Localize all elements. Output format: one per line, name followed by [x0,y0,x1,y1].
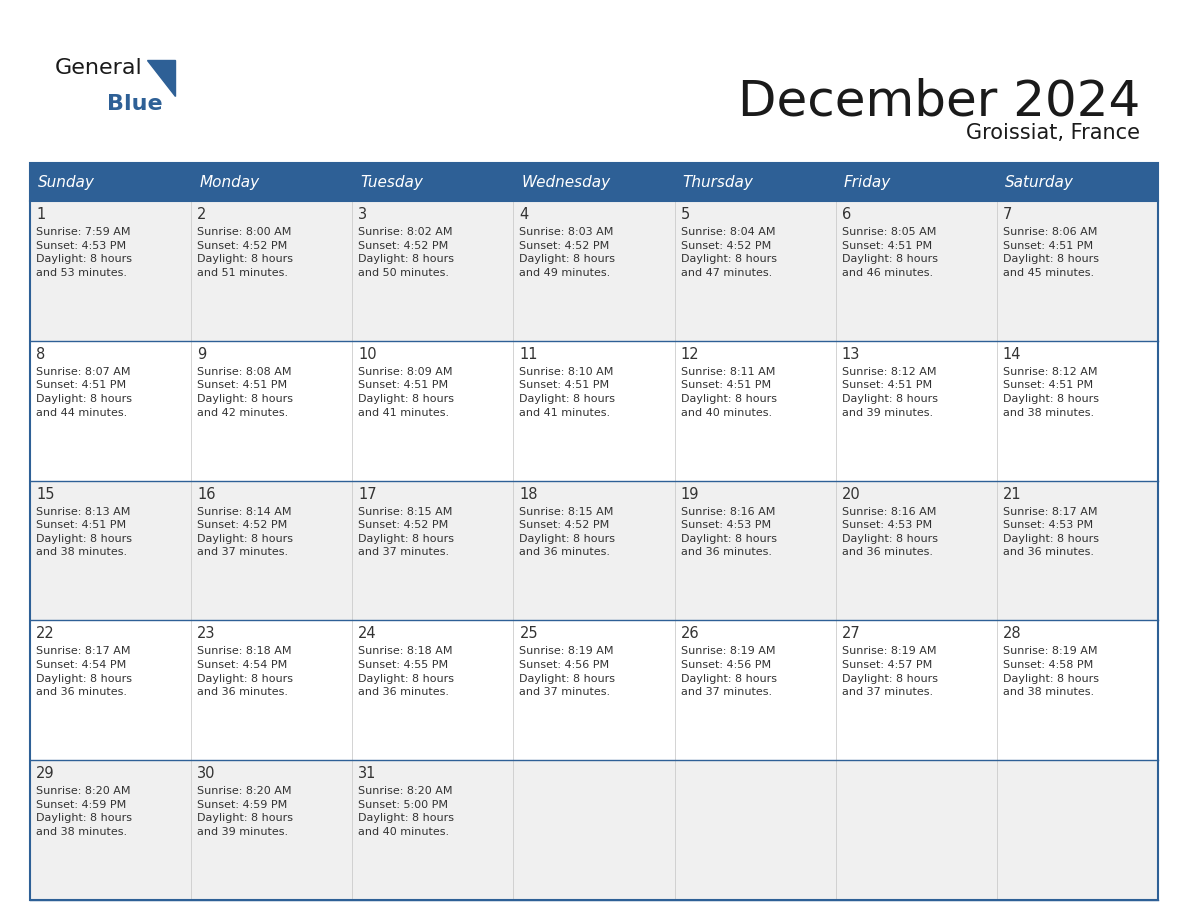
Text: Sunrise: 8:19 AM
Sunset: 4:56 PM
Daylight: 8 hours
and 37 minutes.: Sunrise: 8:19 AM Sunset: 4:56 PM Dayligh… [519,646,615,697]
Text: 18: 18 [519,487,538,501]
Text: 6: 6 [842,207,851,222]
Text: Monday: Monday [200,174,259,189]
Text: 30: 30 [197,767,216,781]
Text: 5: 5 [681,207,690,222]
Text: 20: 20 [842,487,860,501]
Text: 21: 21 [1003,487,1022,501]
Text: 3: 3 [359,207,367,222]
Text: Sunrise: 8:20 AM
Sunset: 4:59 PM
Daylight: 8 hours
and 39 minutes.: Sunrise: 8:20 AM Sunset: 4:59 PM Dayligh… [197,786,293,837]
Text: Sunrise: 8:13 AM
Sunset: 4:51 PM
Daylight: 8 hours
and 38 minutes.: Sunrise: 8:13 AM Sunset: 4:51 PM Dayligh… [36,507,132,557]
Bar [30,760,1158,900]
Text: Wednesday: Wednesday [522,174,611,189]
Text: Sunrise: 8:17 AM
Sunset: 4:53 PM
Daylight: 8 hours
and 36 minutes.: Sunrise: 8:17 AM Sunset: 4:53 PM Dayligh… [1003,507,1099,557]
Text: Sunrise: 8:00 AM
Sunset: 4:52 PM
Daylight: 8 hours
and 51 minutes.: Sunrise: 8:00 AM Sunset: 4:52 PM Dayligh… [197,227,293,278]
Text: Sunrise: 8:07 AM
Sunset: 4:51 PM
Daylight: 8 hours
and 44 minutes.: Sunrise: 8:07 AM Sunset: 4:51 PM Dayligh… [36,367,132,418]
Text: 24: 24 [359,626,377,642]
Text: 10: 10 [359,347,377,362]
Text: Sunrise: 8:10 AM
Sunset: 4:51 PM
Daylight: 8 hours
and 41 minutes.: Sunrise: 8:10 AM Sunset: 4:51 PM Dayligh… [519,367,615,418]
Text: 8: 8 [36,347,45,362]
Text: 15: 15 [36,487,55,501]
Text: Sunrise: 8:12 AM
Sunset: 4:51 PM
Daylight: 8 hours
and 38 minutes.: Sunrise: 8:12 AM Sunset: 4:51 PM Dayligh… [1003,367,1099,418]
Text: 23: 23 [197,626,216,642]
Polygon shape [147,60,175,96]
Text: 29: 29 [36,767,55,781]
Text: Groissiat, France: Groissiat, France [966,123,1140,143]
Text: Sunrise: 8:20 AM
Sunset: 4:59 PM
Daylight: 8 hours
and 38 minutes.: Sunrise: 8:20 AM Sunset: 4:59 PM Dayligh… [36,786,132,837]
Text: Sunrise: 8:16 AM
Sunset: 4:53 PM
Daylight: 8 hours
and 36 minutes.: Sunrise: 8:16 AM Sunset: 4:53 PM Dayligh… [681,507,777,557]
Text: Sunrise: 8:14 AM
Sunset: 4:52 PM
Daylight: 8 hours
and 37 minutes.: Sunrise: 8:14 AM Sunset: 4:52 PM Dayligh… [197,507,293,557]
Bar [30,163,1158,201]
Text: Sunrise: 8:03 AM
Sunset: 4:52 PM
Daylight: 8 hours
and 49 minutes.: Sunrise: 8:03 AM Sunset: 4:52 PM Dayligh… [519,227,615,278]
Text: Sunrise: 8:16 AM
Sunset: 4:53 PM
Daylight: 8 hours
and 36 minutes.: Sunrise: 8:16 AM Sunset: 4:53 PM Dayligh… [842,507,937,557]
Text: Sunrise: 8:18 AM
Sunset: 4:55 PM
Daylight: 8 hours
and 36 minutes.: Sunrise: 8:18 AM Sunset: 4:55 PM Dayligh… [359,646,454,697]
Text: December 2024: December 2024 [738,78,1140,126]
Text: 12: 12 [681,347,700,362]
Text: Sunrise: 8:19 AM
Sunset: 4:57 PM
Daylight: 8 hours
and 37 minutes.: Sunrise: 8:19 AM Sunset: 4:57 PM Dayligh… [842,646,937,697]
Bar [30,481,1158,621]
Text: General: General [55,58,143,78]
Text: Sunrise: 7:59 AM
Sunset: 4:53 PM
Daylight: 8 hours
and 53 minutes.: Sunrise: 7:59 AM Sunset: 4:53 PM Dayligh… [36,227,132,278]
Text: 28: 28 [1003,626,1022,642]
Bar [30,201,1158,341]
Text: Sunrise: 8:04 AM
Sunset: 4:52 PM
Daylight: 8 hours
and 47 minutes.: Sunrise: 8:04 AM Sunset: 4:52 PM Dayligh… [681,227,777,278]
Text: 19: 19 [681,487,699,501]
Text: Thursday: Thursday [683,174,753,189]
Text: Sunrise: 8:05 AM
Sunset: 4:51 PM
Daylight: 8 hours
and 46 minutes.: Sunrise: 8:05 AM Sunset: 4:51 PM Dayligh… [842,227,937,278]
Text: Sunrise: 8:09 AM
Sunset: 4:51 PM
Daylight: 8 hours
and 41 minutes.: Sunrise: 8:09 AM Sunset: 4:51 PM Dayligh… [359,367,454,418]
Text: Sunrise: 8:02 AM
Sunset: 4:52 PM
Daylight: 8 hours
and 50 minutes.: Sunrise: 8:02 AM Sunset: 4:52 PM Dayligh… [359,227,454,278]
Text: 27: 27 [842,626,860,642]
Text: Sunrise: 8:19 AM
Sunset: 4:56 PM
Daylight: 8 hours
and 37 minutes.: Sunrise: 8:19 AM Sunset: 4:56 PM Dayligh… [681,646,777,697]
Text: Sunrise: 8:15 AM
Sunset: 4:52 PM
Daylight: 8 hours
and 37 minutes.: Sunrise: 8:15 AM Sunset: 4:52 PM Dayligh… [359,507,454,557]
Text: 11: 11 [519,347,538,362]
Text: Sunday: Sunday [38,174,95,189]
Text: 13: 13 [842,347,860,362]
Text: 17: 17 [359,487,377,501]
Bar [30,163,1158,900]
Text: Sunrise: 8:11 AM
Sunset: 4:51 PM
Daylight: 8 hours
and 40 minutes.: Sunrise: 8:11 AM Sunset: 4:51 PM Dayligh… [681,367,777,418]
Text: Sunrise: 8:08 AM
Sunset: 4:51 PM
Daylight: 8 hours
and 42 minutes.: Sunrise: 8:08 AM Sunset: 4:51 PM Dayligh… [197,367,293,418]
Text: Sunrise: 8:17 AM
Sunset: 4:54 PM
Daylight: 8 hours
and 36 minutes.: Sunrise: 8:17 AM Sunset: 4:54 PM Dayligh… [36,646,132,697]
Text: Sunrise: 8:06 AM
Sunset: 4:51 PM
Daylight: 8 hours
and 45 minutes.: Sunrise: 8:06 AM Sunset: 4:51 PM Dayligh… [1003,227,1099,278]
Text: Sunrise: 8:20 AM
Sunset: 5:00 PM
Daylight: 8 hours
and 40 minutes.: Sunrise: 8:20 AM Sunset: 5:00 PM Dayligh… [359,786,454,837]
Text: Sunrise: 8:12 AM
Sunset: 4:51 PM
Daylight: 8 hours
and 39 minutes.: Sunrise: 8:12 AM Sunset: 4:51 PM Dayligh… [842,367,937,418]
Text: 25: 25 [519,626,538,642]
Text: 1: 1 [36,207,45,222]
Text: Tuesday: Tuesday [360,174,423,189]
Text: Sunrise: 8:15 AM
Sunset: 4:52 PM
Daylight: 8 hours
and 36 minutes.: Sunrise: 8:15 AM Sunset: 4:52 PM Dayligh… [519,507,615,557]
Text: 26: 26 [681,626,700,642]
Text: 7: 7 [1003,207,1012,222]
Bar [30,341,1158,481]
Text: 31: 31 [359,767,377,781]
Text: 4: 4 [519,207,529,222]
Text: 16: 16 [197,487,216,501]
Text: Saturday: Saturday [1005,174,1074,189]
Text: 2: 2 [197,207,207,222]
Bar [30,621,1158,760]
Text: Blue: Blue [107,94,163,114]
Text: 22: 22 [36,626,55,642]
Text: 14: 14 [1003,347,1022,362]
Text: Sunrise: 8:19 AM
Sunset: 4:58 PM
Daylight: 8 hours
and 38 minutes.: Sunrise: 8:19 AM Sunset: 4:58 PM Dayligh… [1003,646,1099,697]
Text: Sunrise: 8:18 AM
Sunset: 4:54 PM
Daylight: 8 hours
and 36 minutes.: Sunrise: 8:18 AM Sunset: 4:54 PM Dayligh… [197,646,293,697]
Text: 9: 9 [197,347,207,362]
Text: Friday: Friday [843,174,891,189]
